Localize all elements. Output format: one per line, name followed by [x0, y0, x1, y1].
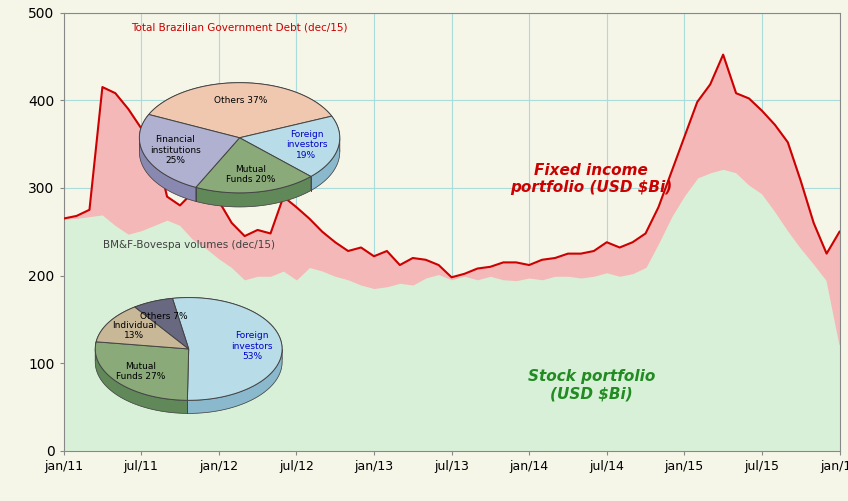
Polygon shape: [172, 298, 282, 359]
Polygon shape: [135, 298, 188, 349]
Text: Foreign
investors
19%: Foreign investors 19%: [286, 130, 327, 160]
Text: Financial
institutions
25%: Financial institutions 25%: [150, 135, 201, 165]
Text: Total Brazilian Government Debt (dec/15): Total Brazilian Government Debt (dec/15): [131, 22, 348, 32]
Text: Individual
13%: Individual 13%: [112, 321, 157, 341]
Polygon shape: [332, 116, 340, 152]
Polygon shape: [148, 83, 332, 130]
Polygon shape: [96, 307, 135, 355]
Polygon shape: [196, 138, 311, 193]
Text: Mutual
Funds 27%: Mutual Funds 27%: [116, 362, 165, 381]
Polygon shape: [139, 115, 239, 187]
Polygon shape: [172, 298, 282, 400]
Polygon shape: [148, 83, 332, 138]
Polygon shape: [239, 116, 340, 176]
Text: BM&F-Bovespa volumes (dec/15): BM&F-Bovespa volumes (dec/15): [103, 240, 275, 250]
Text: Others 37%: Others 37%: [214, 96, 267, 105]
Text: Fixed income
portfolio (USD $Bi): Fixed income portfolio (USD $Bi): [510, 163, 672, 195]
Text: Foreign
investors
53%: Foreign investors 53%: [232, 331, 273, 361]
Text: Others 7%: Others 7%: [141, 312, 188, 321]
Polygon shape: [96, 307, 188, 349]
Polygon shape: [135, 298, 172, 320]
Polygon shape: [95, 342, 188, 400]
Text: Stock portfolio
(USD $Bi): Stock portfolio (USD $Bi): [527, 369, 655, 401]
Text: Mutual
Funds 20%: Mutual Funds 20%: [226, 165, 276, 184]
Polygon shape: [311, 139, 340, 190]
Polygon shape: [95, 349, 187, 413]
Ellipse shape: [95, 311, 282, 413]
Polygon shape: [95, 342, 96, 361]
Polygon shape: [139, 115, 148, 151]
Polygon shape: [187, 349, 282, 413]
Polygon shape: [196, 176, 311, 207]
Polygon shape: [139, 138, 196, 201]
Ellipse shape: [139, 97, 340, 207]
